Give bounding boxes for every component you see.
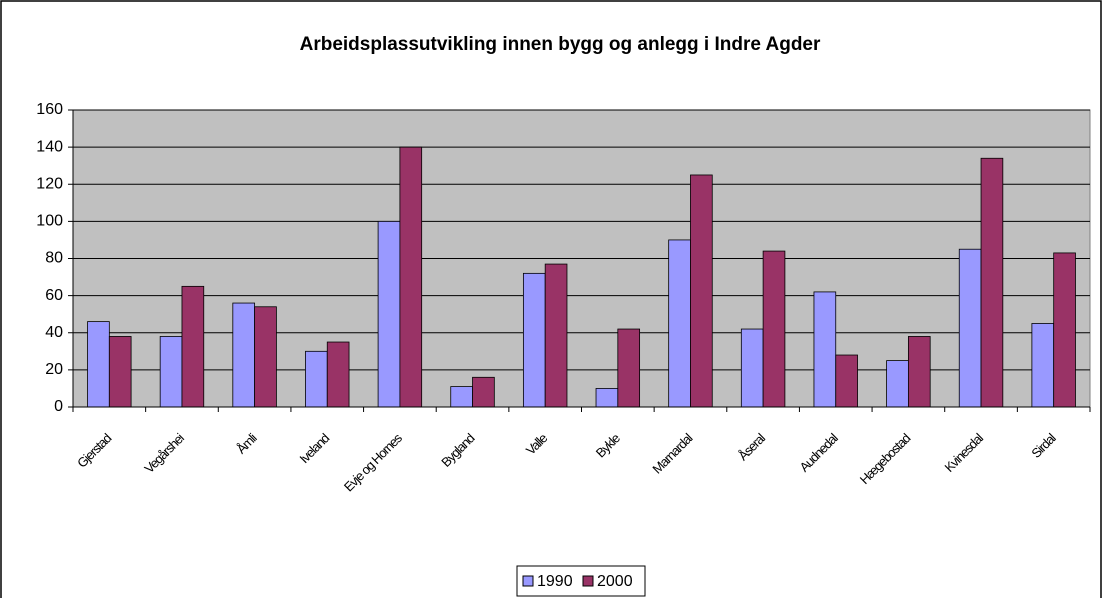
bar — [980, 157, 1004, 408]
y-tick-label: 20 — [45, 361, 63, 378]
legend-box — [516, 565, 646, 597]
bar — [907, 336, 931, 408]
bar — [232, 302, 256, 408]
bar — [617, 328, 641, 408]
bar — [690, 174, 713, 408]
y-tick-label: 140 — [36, 138, 63, 155]
bar — [813, 291, 837, 408]
bar — [472, 376, 495, 408]
bar — [595, 388, 619, 408]
bar — [762, 250, 786, 408]
bar — [958, 248, 982, 408]
bar — [1031, 323, 1055, 408]
bar — [740, 328, 764, 408]
bar — [326, 341, 350, 408]
legend-label: 1990 — [537, 573, 573, 590]
y-tick-label: 160 — [36, 101, 63, 118]
bar — [87, 321, 110, 408]
bar — [1053, 252, 1076, 408]
legend-swatch — [582, 575, 594, 587]
y-tick-label: 120 — [36, 175, 63, 192]
legend-swatch — [522, 575, 534, 587]
y-tick-label: 0 — [54, 398, 63, 415]
bar — [668, 239, 691, 408]
chart-title: Arbeidsplassutvikling innen bygg og anle… — [300, 34, 821, 55]
bar — [399, 146, 423, 408]
bar — [305, 350, 328, 408]
bar — [544, 263, 568, 408]
bar — [181, 285, 205, 408]
y-tick-label: 40 — [45, 324, 63, 341]
y-tick-label: 100 — [36, 213, 63, 230]
bar — [835, 354, 858, 408]
bar — [522, 272, 546, 408]
bar — [450, 386, 473, 408]
bar — [108, 336, 132, 408]
bar — [886, 360, 909, 408]
legend-label: 2000 — [597, 573, 633, 590]
bar — [159, 336, 183, 408]
bar — [254, 306, 277, 408]
y-tick-label: 60 — [45, 287, 63, 304]
y-tick-label: 80 — [45, 250, 63, 267]
bar — [377, 220, 401, 408]
